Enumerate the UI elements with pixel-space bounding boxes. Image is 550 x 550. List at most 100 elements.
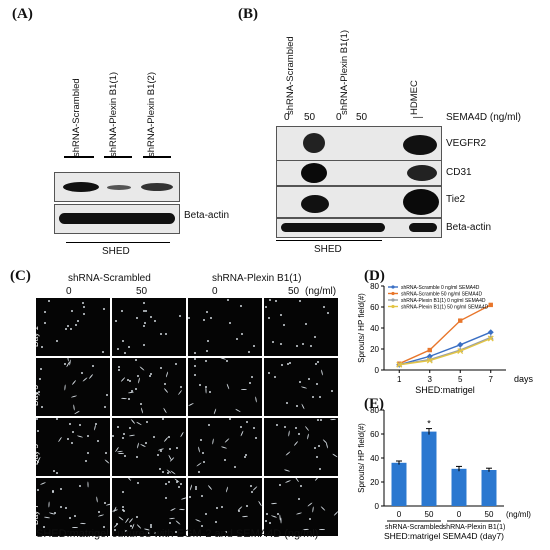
cell-dot xyxy=(312,506,314,513)
cell-dot xyxy=(168,481,170,483)
cell-dot xyxy=(93,424,97,431)
cell-dot xyxy=(52,490,54,492)
cell-dot xyxy=(265,520,267,522)
micrograph-tile xyxy=(188,418,262,476)
cell-dot xyxy=(104,502,106,504)
y-axis-label: Sprouts/ HP field(#) xyxy=(357,293,366,363)
cell-dot xyxy=(189,484,193,491)
cell-dot xyxy=(92,365,94,367)
cell-dot xyxy=(298,433,300,435)
cell-dot xyxy=(164,383,166,385)
cell-dot xyxy=(294,478,300,483)
blot-band xyxy=(403,189,439,215)
cell-dot xyxy=(314,336,316,338)
cell-dot xyxy=(289,362,291,364)
cell-dot xyxy=(52,491,54,493)
cell-dot xyxy=(157,454,159,456)
series-line xyxy=(398,304,492,365)
cell-dot xyxy=(302,343,304,345)
cell-dot xyxy=(36,392,38,394)
micrograph-tile xyxy=(188,298,262,356)
cell-dot xyxy=(194,374,196,376)
cell-dot xyxy=(165,483,167,485)
cell-dot xyxy=(44,322,46,324)
cell-dot xyxy=(57,436,63,443)
cell-dot xyxy=(41,346,43,348)
data-point xyxy=(457,341,464,348)
cell-dot xyxy=(114,529,116,531)
cell-dot xyxy=(234,466,236,468)
dose-label-c-0: 0 xyxy=(212,286,218,297)
cell-dot xyxy=(102,351,104,353)
cell-dot xyxy=(130,418,136,425)
x-axis-label: SHED:matrigel xyxy=(415,385,475,395)
cell-dot xyxy=(143,325,145,327)
cell-dot xyxy=(120,397,128,400)
cell-dot xyxy=(212,438,214,445)
lane-label-scrambled-b: shRNA-Scrambled xyxy=(285,36,296,115)
blot-vegfr2 xyxy=(276,126,442,162)
cell-dot xyxy=(269,299,271,301)
cell-dot xyxy=(198,471,200,473)
cell-dot xyxy=(85,460,87,462)
cell-dot xyxy=(270,502,278,505)
cell-dot xyxy=(235,408,241,413)
y-tick-label: 40 xyxy=(370,454,379,463)
micrograph-tile xyxy=(112,298,186,356)
cell-dot xyxy=(127,379,129,381)
micrograph-tile xyxy=(36,298,110,356)
micrograph-tile xyxy=(112,358,186,416)
y-tick-label: 80 xyxy=(370,282,379,291)
cell-dot xyxy=(320,506,326,511)
cell-dot xyxy=(48,300,50,302)
y-tick-label: 60 xyxy=(370,303,379,312)
x-axis-label: SHED:matrigel SEMA4D (day7) xyxy=(384,531,504,541)
cell-dot xyxy=(224,459,226,461)
cell-dot xyxy=(154,532,156,534)
cell-dot xyxy=(245,454,247,456)
cell-dot xyxy=(64,384,66,391)
cell-dot xyxy=(246,421,248,423)
cell-dot xyxy=(307,502,313,507)
cell-dot xyxy=(180,497,186,500)
cell-dot xyxy=(314,478,320,482)
cell-dot xyxy=(39,378,41,380)
cell-dot xyxy=(43,516,51,519)
cell-dot xyxy=(176,481,178,483)
dose-label-c-50: 50 xyxy=(136,286,148,297)
cell-dot xyxy=(136,456,138,458)
legend-label: shRNA-Plexin B1(1) 50 ng/ml SEMA4D xyxy=(401,305,489,311)
bar-chart: 0 20 40 60 80 Sprouts/ HP field(#) 0 50 0 50 * (ng/… xyxy=(357,406,531,541)
cell-dot xyxy=(301,403,305,410)
cell-dot xyxy=(140,443,146,448)
cell-dot xyxy=(306,433,310,440)
cell-dot xyxy=(312,396,314,398)
cell-dot xyxy=(237,506,243,511)
cell-dot xyxy=(165,371,169,378)
cell-dot xyxy=(105,452,107,454)
cell-dot xyxy=(97,514,105,517)
cell-dot xyxy=(74,410,80,415)
cell-dot xyxy=(188,402,194,407)
cell-dot xyxy=(319,529,325,530)
cell-dot xyxy=(56,472,58,474)
panel-e-label: (E) xyxy=(364,396,384,412)
micrograph-tile xyxy=(36,478,110,536)
data-point xyxy=(426,357,433,364)
cell-dot xyxy=(286,402,288,404)
cell-dot xyxy=(317,419,319,421)
micrograph-tile xyxy=(112,418,186,476)
group-label-shed-a: SHED xyxy=(102,246,130,257)
series-line xyxy=(399,331,492,366)
group-label-shed-b: SHED xyxy=(314,244,342,255)
cell-dot xyxy=(70,395,78,398)
blot-plexin-b1 xyxy=(54,172,180,202)
cell-dot xyxy=(82,302,84,304)
cell-dot xyxy=(150,524,152,526)
cell-dot xyxy=(159,468,161,470)
cell-dot xyxy=(180,386,182,388)
data-point xyxy=(488,302,493,308)
cell-dot xyxy=(41,406,43,408)
cell-dot xyxy=(276,424,278,426)
cell-dot xyxy=(165,497,167,499)
